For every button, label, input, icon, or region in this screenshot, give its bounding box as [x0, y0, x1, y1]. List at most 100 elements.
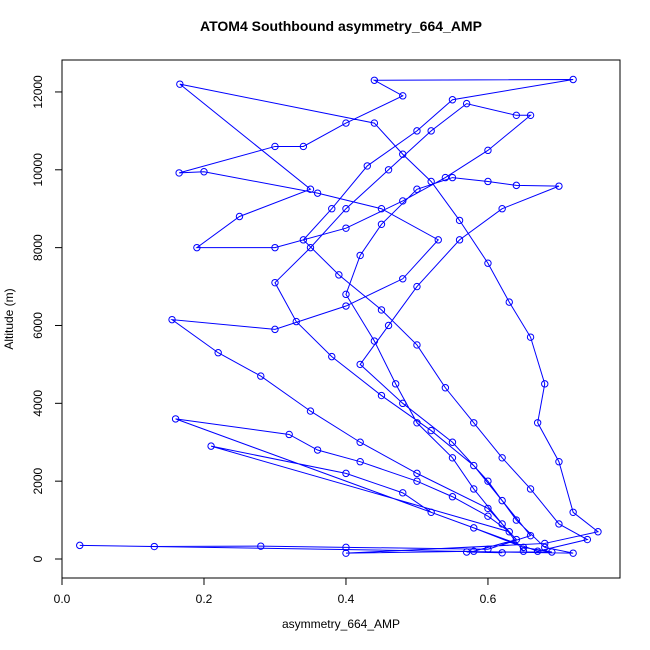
point	[214, 349, 222, 357]
point	[470, 419, 478, 427]
point	[455, 236, 464, 244]
y-tick-label: 8000	[31, 234, 45, 261]
point	[533, 419, 542, 427]
series-line	[79, 78, 600, 554]
point	[498, 496, 506, 505]
point	[306, 185, 315, 193]
point	[399, 275, 407, 283]
point	[448, 438, 457, 446]
point	[377, 205, 386, 213]
point	[498, 205, 506, 213]
point	[427, 127, 435, 135]
point	[484, 259, 492, 267]
point	[413, 185, 421, 193]
point	[526, 111, 535, 120]
point	[541, 380, 549, 388]
point	[176, 80, 184, 88]
y-tick-label: 0	[31, 555, 45, 562]
point	[548, 548, 556, 556]
chart-title: ATOM4 Southbound asymmetry_664_AMP	[200, 18, 482, 34]
point	[399, 197, 407, 205]
point	[384, 166, 393, 174]
point	[328, 205, 336, 213]
point	[555, 458, 563, 466]
point	[448, 96, 457, 104]
point	[427, 177, 435, 186]
point	[399, 489, 407, 497]
point	[413, 341, 421, 349]
point	[569, 508, 577, 517]
point	[271, 243, 279, 252]
point	[193, 243, 201, 252]
point	[462, 99, 471, 108]
y-tick-label: 6000	[31, 312, 45, 339]
point	[427, 508, 435, 517]
point	[342, 205, 350, 213]
point	[413, 469, 421, 478]
point	[470, 461, 478, 470]
point	[413, 282, 421, 291]
point	[200, 168, 208, 176]
point	[342, 119, 350, 127]
point	[377, 306, 386, 314]
point	[448, 454, 457, 462]
point	[342, 224, 350, 232]
point	[271, 142, 279, 151]
point	[484, 512, 492, 520]
point	[356, 438, 364, 446]
point	[299, 142, 308, 151]
point	[207, 442, 215, 450]
point	[583, 535, 592, 544]
point	[285, 430, 293, 439]
y-tick-label: 12000	[31, 75, 45, 109]
point	[470, 485, 478, 493]
point	[413, 127, 421, 135]
point	[235, 212, 244, 221]
point	[533, 547, 542, 555]
point	[384, 321, 393, 330]
point	[594, 528, 602, 536]
point	[306, 407, 315, 415]
point	[257, 542, 265, 550]
point	[555, 182, 563, 190]
point	[484, 177, 492, 186]
x-tick-label: 0.0	[54, 592, 71, 606]
point	[484, 545, 492, 553]
point	[519, 547, 528, 555]
point	[370, 337, 379, 345]
point	[391, 380, 400, 388]
point	[342, 469, 350, 478]
plot-frame	[61, 59, 621, 579]
point	[342, 290, 350, 299]
y-axis-label: Altitude (m)	[2, 288, 16, 349]
point	[512, 181, 521, 190]
point	[498, 454, 506, 462]
point	[399, 92, 407, 100]
point	[257, 372, 265, 380]
point	[526, 333, 535, 341]
point	[370, 119, 379, 127]
point	[434, 236, 442, 244]
point	[462, 548, 471, 556]
point	[512, 516, 521, 524]
point	[526, 485, 535, 493]
point	[363, 162, 371, 170]
point	[313, 189, 322, 197]
point	[313, 446, 322, 454]
point	[455, 216, 464, 225]
point	[413, 477, 421, 485]
point	[171, 415, 180, 423]
point	[512, 535, 521, 544]
point	[271, 278, 279, 287]
point	[413, 419, 421, 427]
point	[441, 384, 450, 392]
point	[498, 549, 506, 557]
point	[150, 542, 158, 551]
point	[356, 360, 364, 369]
point	[370, 76, 379, 84]
y-tick-label: 2000	[31, 467, 45, 494]
point	[448, 493, 457, 501]
point	[399, 399, 407, 408]
